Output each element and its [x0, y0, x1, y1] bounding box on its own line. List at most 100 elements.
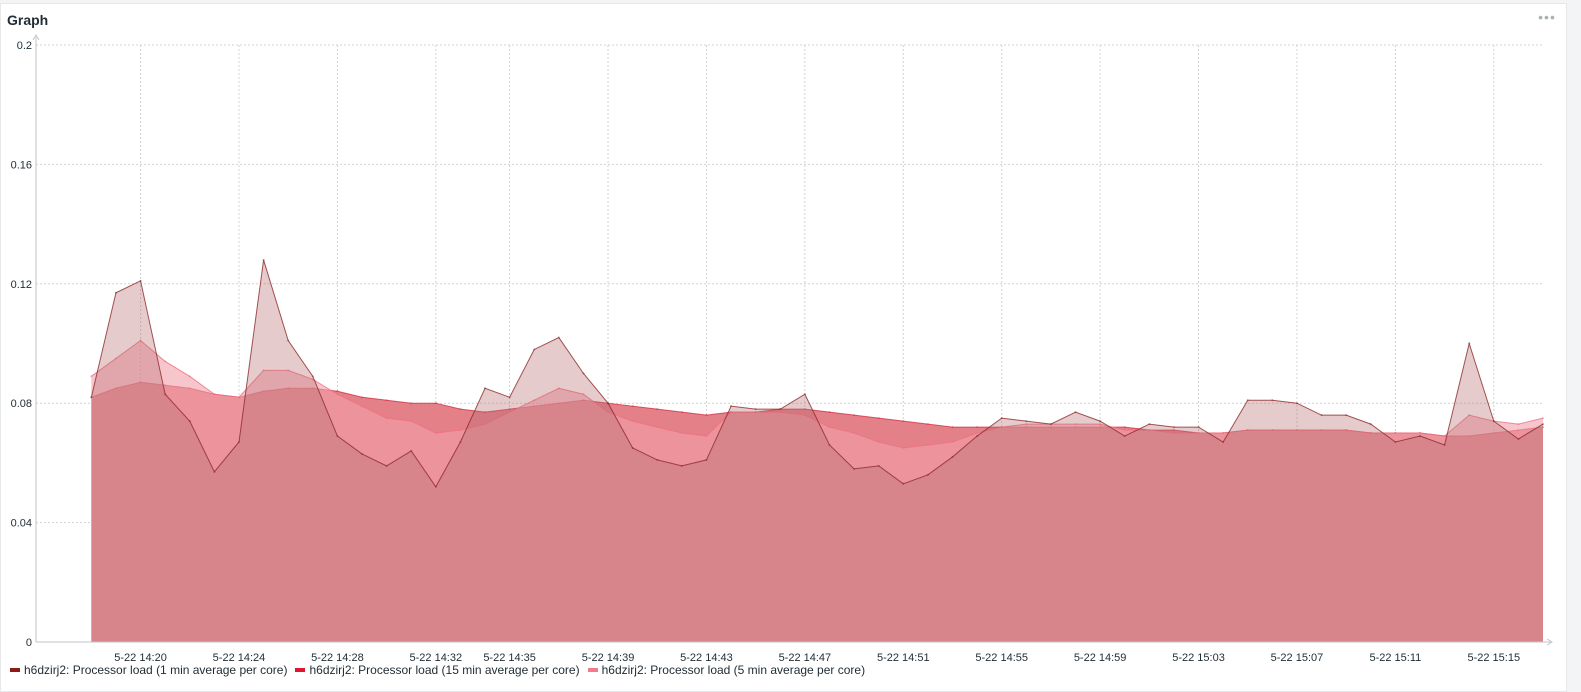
data-point — [90, 396, 93, 399]
data-point — [680, 411, 683, 414]
data-point — [877, 464, 880, 467]
data-point — [484, 387, 487, 390]
data-point — [705, 414, 708, 417]
y-tick-label: 0.08 — [11, 398, 32, 410]
data-point — [631, 420, 634, 423]
legend-item[interactable]: h6dzirj2: Processor load (5 min average … — [587, 663, 866, 677]
data-point — [1345, 414, 1348, 417]
data-point — [631, 446, 634, 449]
data-point — [188, 375, 191, 378]
data-point — [951, 441, 954, 444]
data-point — [754, 411, 757, 414]
data-point — [656, 458, 659, 461]
legend-label: h6dzirj2: Processor load (15 min average… — [309, 663, 580, 677]
data-point — [361, 396, 364, 399]
data-point — [582, 372, 585, 375]
data-point — [1517, 438, 1520, 441]
data-point — [139, 279, 142, 282]
data-point — [1492, 420, 1495, 423]
series-line — [90, 259, 1544, 488]
data-point — [1000, 426, 1003, 429]
data-point — [508, 408, 511, 411]
data-point — [557, 336, 560, 339]
data-point — [705, 458, 708, 461]
data-point — [1295, 429, 1298, 432]
data-point — [902, 420, 905, 423]
data-point — [508, 396, 511, 399]
legend-swatch — [587, 668, 598, 672]
y-axis-arrow — [32, 34, 40, 41]
data-point — [1000, 417, 1003, 420]
data-point — [336, 435, 339, 438]
series-area — [91, 340, 1544, 642]
data-point — [1148, 429, 1151, 432]
data-point — [459, 441, 462, 444]
widget-header: Graph ••• — [1, 4, 1566, 34]
legend-item[interactable]: h6dzirj2: Processor load (1 min average … — [10, 663, 287, 677]
data-point — [853, 414, 856, 417]
data-point — [976, 435, 979, 438]
x-tick-label: 5-22 14:55 — [975, 652, 1028, 664]
legend-label: h6dzirj2: Processor load (5 min average … — [601, 663, 866, 677]
legend-label: h6dzirj2: Processor load (1 min average … — [24, 663, 288, 677]
data-point — [1418, 432, 1421, 435]
data-point — [680, 432, 683, 435]
data-point — [902, 446, 905, 449]
data-point — [828, 426, 831, 429]
data-point — [114, 291, 117, 294]
data-point — [1172, 426, 1175, 429]
data-point — [484, 411, 487, 414]
data-point — [926, 473, 929, 476]
data-point — [705, 435, 708, 438]
data-point — [459, 429, 462, 432]
data-point — [287, 369, 290, 372]
data-point — [680, 464, 683, 467]
data-point — [385, 464, 388, 467]
data-point — [976, 432, 979, 435]
data-point — [1542, 417, 1544, 420]
data-point — [582, 393, 585, 396]
data-point — [557, 387, 560, 390]
data-point — [164, 360, 167, 363]
data-point — [533, 348, 536, 351]
data-point — [533, 399, 536, 402]
chart-legend: h6dzirj2: Processor load (1 min average … — [10, 663, 865, 677]
x-tick-label: 5-22 14:47 — [779, 652, 832, 664]
data-point — [287, 339, 290, 342]
series-line — [91, 339, 1544, 449]
data-point — [1172, 432, 1175, 435]
data-point — [484, 423, 487, 426]
data-point — [656, 426, 659, 429]
legend-item[interactable]: h6dzirj2: Processor load (15 min average… — [295, 663, 580, 677]
y-tick-label: 0 — [26, 637, 32, 649]
data-point — [361, 452, 364, 455]
data-point — [262, 369, 265, 372]
data-point — [336, 390, 339, 393]
chart-areas — [90, 258, 1544, 642]
data-point — [1123, 429, 1126, 432]
data-point — [803, 408, 806, 411]
ellipsis-icon[interactable]: ••• — [1538, 9, 1556, 25]
data-point — [926, 423, 929, 426]
data-point — [853, 432, 856, 435]
y-tick-label: 0.2 — [17, 40, 32, 52]
y-tick-label: 0.04 — [11, 518, 32, 530]
data-point — [1025, 423, 1028, 426]
data-point — [361, 405, 364, 408]
data-point — [1517, 423, 1520, 426]
data-point — [336, 393, 339, 396]
x-tick-label: 5-22 14:59 — [1074, 652, 1127, 664]
data-point — [730, 411, 733, 414]
x-tick-label: 5-22 14:51 — [877, 652, 930, 664]
data-point — [1197, 426, 1200, 429]
data-point — [459, 408, 462, 411]
data-point — [311, 375, 314, 378]
x-tick-label: 5-22 15:11 — [1369, 652, 1421, 664]
legend-swatch — [295, 668, 306, 672]
data-point — [1345, 429, 1348, 432]
data-point — [410, 420, 413, 423]
x-tick-label: 5-22 15:03 — [1172, 652, 1225, 664]
x-tick-label: 5-22 14:24 — [213, 652, 266, 664]
data-point — [1443, 443, 1446, 446]
